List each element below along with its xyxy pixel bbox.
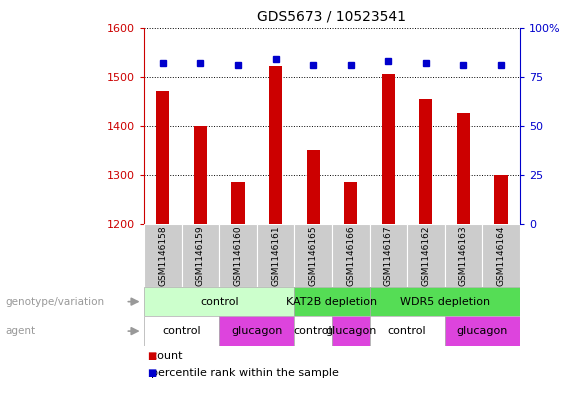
Text: percentile rank within the sample: percentile rank within the sample [144,368,339,378]
Bar [344,182,357,224]
Text: control: control [294,326,332,336]
Text: glucagon: glucagon [231,326,282,336]
Bar [445,316,520,346]
Bar [257,224,294,287]
Text: agent: agent [6,326,36,336]
Text: count: count [144,351,182,361]
Bar [494,175,507,224]
Text: GSM1146164: GSM1146164 [497,225,506,286]
Text: WDR5 depletion: WDR5 depletion [399,297,490,307]
Text: control: control [162,326,201,336]
Text: KAT2B depletion: KAT2B depletion [286,297,377,307]
Text: glucagon: glucagon [457,326,508,336]
Bar [332,316,370,346]
Bar [144,224,182,287]
Text: GSM1146158: GSM1146158 [158,225,167,286]
Bar [370,224,407,287]
Bar [332,224,370,287]
Bar [294,224,332,287]
Bar [294,287,370,316]
Bar [407,224,445,287]
Text: GSM1146165: GSM1146165 [308,225,318,286]
Text: control: control [388,326,427,336]
Bar [232,182,245,224]
Bar [144,287,294,316]
Text: ■: ■ [147,351,156,361]
Text: GSM1146160: GSM1146160 [233,225,242,286]
Text: control: control [200,297,238,307]
Text: GSM1146161: GSM1146161 [271,225,280,286]
Bar [144,316,219,346]
Bar [294,316,332,346]
Bar [445,224,483,287]
Text: GSM1146163: GSM1146163 [459,225,468,286]
Bar [457,114,470,224]
Text: genotype/variation: genotype/variation [6,297,105,307]
Bar [269,66,282,224]
Text: glucagon: glucagon [325,326,376,336]
Bar [382,74,395,224]
Bar [419,99,432,224]
Bar [483,224,520,287]
Title: GDS5673 / 10523541: GDS5673 / 10523541 [258,9,406,24]
Bar [181,224,219,287]
Bar [194,126,207,224]
Bar [307,150,320,224]
Bar [370,316,445,346]
Text: ■: ■ [147,368,156,378]
Bar [157,92,170,224]
Text: GSM1146166: GSM1146166 [346,225,355,286]
Text: GSM1146162: GSM1146162 [421,225,431,286]
Bar [370,287,520,316]
Text: GSM1146159: GSM1146159 [196,225,205,286]
Bar [219,224,257,287]
Bar [219,316,294,346]
Text: GSM1146167: GSM1146167 [384,225,393,286]
